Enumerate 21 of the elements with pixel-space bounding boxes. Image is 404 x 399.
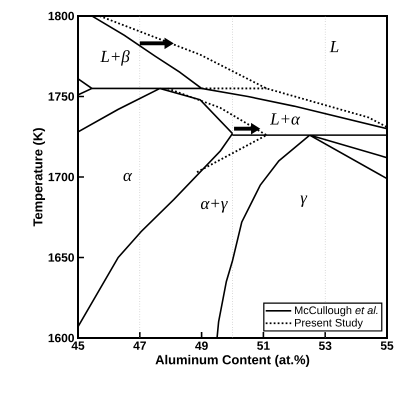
y-tick-label: 1750 (48, 92, 74, 101)
x-tick-label: 45 (72, 342, 84, 350)
annotation: L+α (270, 113, 300, 125)
x-axis-title: Aluminum Content (at.%) (155, 354, 310, 367)
x-tick-label: 51 (257, 342, 270, 350)
y-tick-label: 1650 (48, 253, 74, 262)
annotation: α (123, 172, 132, 182)
annotation: L+β (100, 50, 130, 66)
legend-label: McCullough et al. (295, 306, 378, 316)
annotation: γ (300, 195, 308, 207)
y-axis-title: Temperature (K) (32, 128, 46, 226)
x-tick-label: 47 (133, 342, 146, 350)
y-tick-label: 1700 (48, 172, 74, 182)
x-tick-label: 49 (195, 342, 208, 350)
x-tick-label: 55 (380, 342, 394, 350)
y-tick-label: 1800 (48, 12, 74, 20)
legend-label: Present Study (295, 318, 363, 329)
y-tick-label: 1600 (48, 334, 74, 342)
annotation: α+γ (200, 199, 228, 213)
annotation: L (330, 41, 338, 52)
x-tick-label: 53 (318, 342, 332, 350)
